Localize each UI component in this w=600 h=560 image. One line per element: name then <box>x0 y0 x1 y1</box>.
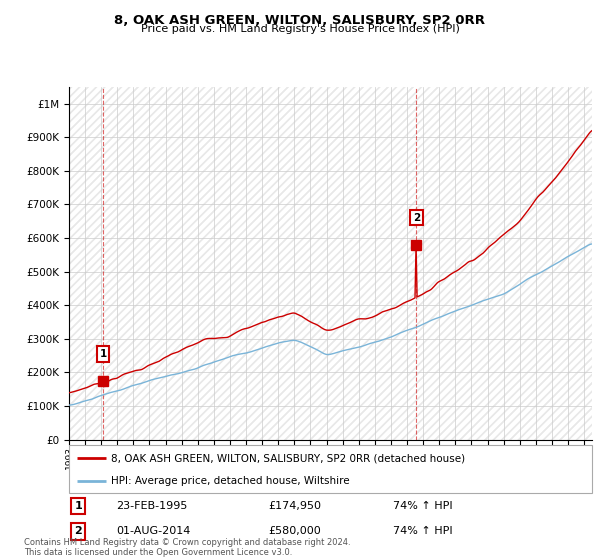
FancyBboxPatch shape <box>69 445 592 493</box>
Text: 8, OAK ASH GREEN, WILTON, SALISBURY, SP2 0RR: 8, OAK ASH GREEN, WILTON, SALISBURY, SP2… <box>115 14 485 27</box>
Text: 23-FEB-1995: 23-FEB-1995 <box>116 501 187 511</box>
Text: 74% ↑ HPI: 74% ↑ HPI <box>394 501 453 511</box>
Text: 1: 1 <box>74 501 82 511</box>
Text: 74% ↑ HPI: 74% ↑ HPI <box>394 526 453 536</box>
Text: HPI: Average price, detached house, Wiltshire: HPI: Average price, detached house, Wilt… <box>111 476 349 486</box>
Text: £580,000: £580,000 <box>268 526 320 536</box>
Text: 01-AUG-2014: 01-AUG-2014 <box>116 526 190 536</box>
Text: Price paid vs. HM Land Registry's House Price Index (HPI): Price paid vs. HM Land Registry's House … <box>140 24 460 34</box>
Text: Contains HM Land Registry data © Crown copyright and database right 2024.
This d: Contains HM Land Registry data © Crown c… <box>24 538 350 557</box>
Text: 8, OAK ASH GREEN, WILTON, SALISBURY, SP2 0RR (detached house): 8, OAK ASH GREEN, WILTON, SALISBURY, SP2… <box>111 453 465 463</box>
Text: 1: 1 <box>100 349 107 359</box>
Text: £174,950: £174,950 <box>268 501 321 511</box>
Text: 2: 2 <box>74 526 82 536</box>
Text: 2: 2 <box>413 213 420 223</box>
